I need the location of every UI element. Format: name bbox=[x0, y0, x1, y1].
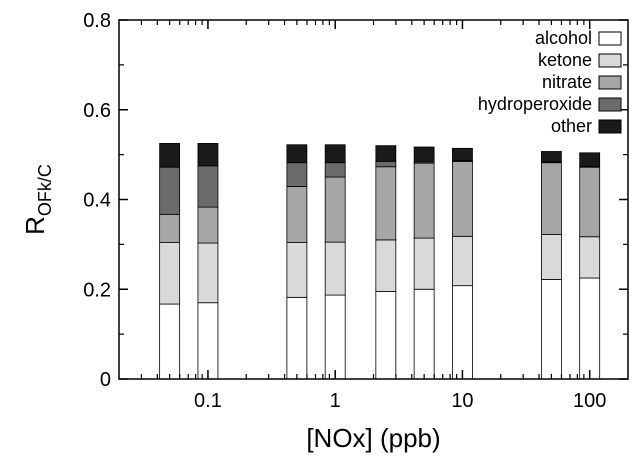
y-axis-title-subscript: OFk/C bbox=[35, 164, 55, 216]
y-tick-label: 0.2 bbox=[83, 279, 111, 301]
bar-segment-other bbox=[286, 144, 308, 164]
bar-segment-ketone bbox=[159, 242, 181, 305]
bar-segment-ketone bbox=[540, 234, 562, 280]
x-axis-title: [NOx] (ppb) bbox=[306, 423, 440, 453]
bar-segment-other bbox=[159, 143, 181, 168]
bar-segment-ketone bbox=[324, 241, 346, 296]
bar-segment-nitrate bbox=[159, 213, 181, 243]
y-tick-label: 0.8 bbox=[83, 10, 111, 32]
y-axis-title-main: R bbox=[20, 216, 50, 235]
bar-segment-alcohol bbox=[540, 278, 562, 380]
bar-segment-alcohol bbox=[324, 294, 346, 380]
legend-swatch-alcohol bbox=[598, 31, 622, 46]
legend-swatch-hydroperoxide bbox=[598, 97, 622, 112]
y-tick-label: 0 bbox=[100, 369, 111, 391]
y-axis-title: ROFk/C bbox=[20, 164, 55, 235]
y-tick-label: 0.6 bbox=[83, 100, 111, 122]
legend-swatch-ketone bbox=[598, 53, 622, 68]
bar-segment-other bbox=[324, 144, 346, 164]
bar-segment-other bbox=[579, 152, 601, 167]
bar-segment-alcohol bbox=[286, 296, 308, 380]
x-tick-label: 10 bbox=[451, 390, 473, 412]
bar-segment-nitrate bbox=[375, 166, 397, 241]
bar-segment-other bbox=[375, 145, 397, 162]
legend-swatch-nitrate bbox=[598, 75, 622, 90]
bar-segment-nitrate bbox=[197, 206, 219, 244]
bar-segment-other bbox=[197, 143, 219, 167]
bar-segment-alcohol bbox=[413, 288, 435, 380]
bar-segment-hydroperoxide bbox=[159, 166, 181, 215]
bar-segment-ketone bbox=[452, 235, 473, 287]
bar-segment-nitrate bbox=[286, 186, 308, 243]
legend-label-alcohol: alcohol bbox=[535, 28, 592, 48]
bars-layer bbox=[159, 143, 601, 380]
bar-segment-hydroperoxide bbox=[324, 162, 346, 178]
y-tick-label: 0.4 bbox=[83, 190, 111, 212]
bar-segment-ketone bbox=[413, 237, 435, 290]
bar-segment-nitrate bbox=[413, 162, 435, 239]
legend-swatch-other bbox=[598, 119, 622, 134]
bar-segment-ketone bbox=[286, 242, 308, 298]
bar-segment-ketone bbox=[197, 242, 219, 304]
bar-segment-alcohol bbox=[375, 291, 397, 380]
x-tick-label: 100 bbox=[573, 390, 606, 412]
bar-segment-alcohol bbox=[197, 302, 219, 380]
bar-segment-other bbox=[413, 146, 435, 163]
ticks-layer: 0 0.2 0.4 0.6 0.8 0.1 1 10 100 bbox=[83, 10, 628, 412]
bar-segment-nitrate bbox=[324, 176, 346, 243]
bar-segment-ketone bbox=[579, 236, 601, 279]
bar-segment-alcohol bbox=[159, 303, 181, 380]
bar-segment-nitrate bbox=[452, 160, 473, 237]
legend-label-nitrate: nitrate bbox=[542, 72, 592, 92]
bar-segment-alcohol bbox=[579, 277, 601, 380]
legend-label-ketone: ketone bbox=[538, 50, 592, 70]
bar-segment-hydroperoxide bbox=[286, 162, 308, 187]
bar-segment-ketone bbox=[375, 239, 397, 292]
x-tick-label: 0.1 bbox=[194, 390, 222, 412]
bar-segment-other bbox=[540, 151, 562, 163]
legend-label-hydroperoxide: hydroperoxide bbox=[478, 94, 592, 114]
bar-segment-nitrate bbox=[579, 166, 601, 238]
bar-segment-hydroperoxide bbox=[375, 160, 397, 168]
bar-segment-other bbox=[452, 147, 473, 161]
bar-segment-hydroperoxide bbox=[197, 165, 219, 208]
bar-segment-alcohol bbox=[452, 285, 473, 380]
bar-segment-nitrate bbox=[540, 162, 562, 235]
x-tick-label: 1 bbox=[330, 390, 341, 412]
legend-label-other: other bbox=[551, 116, 592, 136]
